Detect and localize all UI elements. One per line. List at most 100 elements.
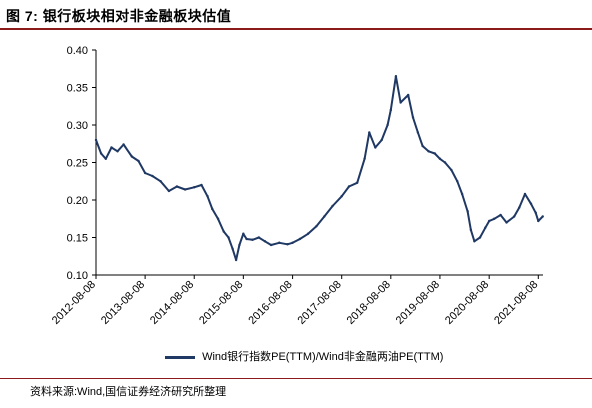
data-point [159,180,162,183]
data-point [331,204,334,208]
x-tick-label: 2020-08-08 [443,279,491,327]
data-point [473,240,476,243]
legend-label: Wind银行指数PE(TTM)/Wind非金融两油PE(TTM) [202,351,444,363]
data-point [298,237,302,241]
data-point [227,236,230,239]
data-point [278,241,281,244]
data-point [200,183,203,187]
y-axis-ticks: 0.10 0.15 0.20 0.25 0.30 0.35 0.40 [67,45,96,282]
y-tick-label: 0.20 [67,195,88,207]
data-point [143,171,147,175]
data-point [523,192,527,196]
title-divider [0,28,592,30]
data-point [231,247,234,250]
data-point [315,225,318,228]
y-tick-label: 0.25 [67,158,88,170]
source-divider [0,378,592,379]
data-point [484,226,487,229]
x-tick-label: 2015-08-08 [197,279,245,327]
figure-source: 资料来源:Wind,国信证券经济研究所整理 [30,386,227,398]
data-point [443,161,447,164]
data-point [323,215,326,218]
x-tick-label: 2013-08-08 [99,279,147,327]
data-point [529,202,533,205]
legend-swatch [165,355,195,359]
line-chart: 0.100.150.200.250.300.350.40 2012-08-08 2… [50,45,544,327]
data-point [151,174,154,178]
data-point [466,210,469,213]
data-point [222,230,225,233]
data-point [286,243,289,246]
data-point [193,186,196,189]
data-point [493,217,496,220]
chart-legend: Wind银行指数PE(TTM)/Wind非金融两油PE(TTM) [165,348,443,364]
data-point [263,240,267,243]
data-point [421,144,424,148]
data-point [110,146,113,149]
data-point [438,157,442,160]
data-point [469,228,473,232]
data-point [433,152,437,155]
data-point [175,185,179,188]
data-point [416,131,420,134]
figure-title: 图 7: 银行板块相对非金融板块估值 [6,8,232,24]
y-tick-label: 0.15 [67,233,88,245]
data-point [238,243,241,247]
data-point [399,101,402,104]
figure-header: 图 7: 银行板块相对非金融板块估值 [0,0,592,34]
x-tick-label: 2017-08-08 [296,279,344,327]
data-point [460,192,464,196]
data-point [183,188,187,191]
data-point [130,155,133,158]
data-point [427,150,430,153]
data-point [340,195,343,198]
x-tick-label: 2016-08-08 [246,279,294,327]
data-point [206,195,209,198]
data-point [513,215,516,218]
y-tick-label: 0.35 [67,83,88,95]
data-point [94,138,98,142]
data-point [251,238,254,241]
series-line-0 [95,75,544,261]
data-point [456,180,459,183]
x-tick-label: 2019-08-08 [394,279,442,327]
data-point [269,243,273,247]
data-point [306,232,310,235]
data-point [386,123,389,127]
data-point [368,131,371,134]
data-point [137,159,140,163]
data-point [99,152,103,155]
data-point [291,241,294,244]
data-point [541,215,544,218]
x-tick-label: 2021-08-08 [492,279,540,327]
data-point [242,232,245,235]
data-point [537,219,540,223]
data-point [363,157,366,160]
data-point [518,206,521,209]
plot-area [94,75,544,262]
data-point [245,237,248,241]
x-tick-label: 2014-08-08 [148,279,196,327]
data-point [380,138,383,142]
data-point [116,150,119,153]
data-point [167,189,171,193]
data-point [347,185,351,188]
data-point [389,108,393,112]
data-point [216,217,220,220]
y-tick-label: 0.40 [67,45,88,57]
data-point [534,211,537,214]
data-point [257,236,261,239]
data-point [505,221,508,224]
data-point [487,219,491,223]
y-tick-label: 0.30 [67,120,88,132]
data-point [374,146,377,149]
data-point [450,168,453,172]
data-point [478,236,482,239]
x-axis-ticks: 2012-08-08 2013-08-08 2014-08-08 2015-08-08… [50,275,540,327]
x-tick-label: 2012-08-08 [50,279,98,327]
data-point [411,116,415,119]
x-tick-label: 2018-08-08 [345,279,393,327]
data-point [406,93,410,97]
data-point [122,143,125,146]
y-tick-label: 0.10 [67,270,88,282]
